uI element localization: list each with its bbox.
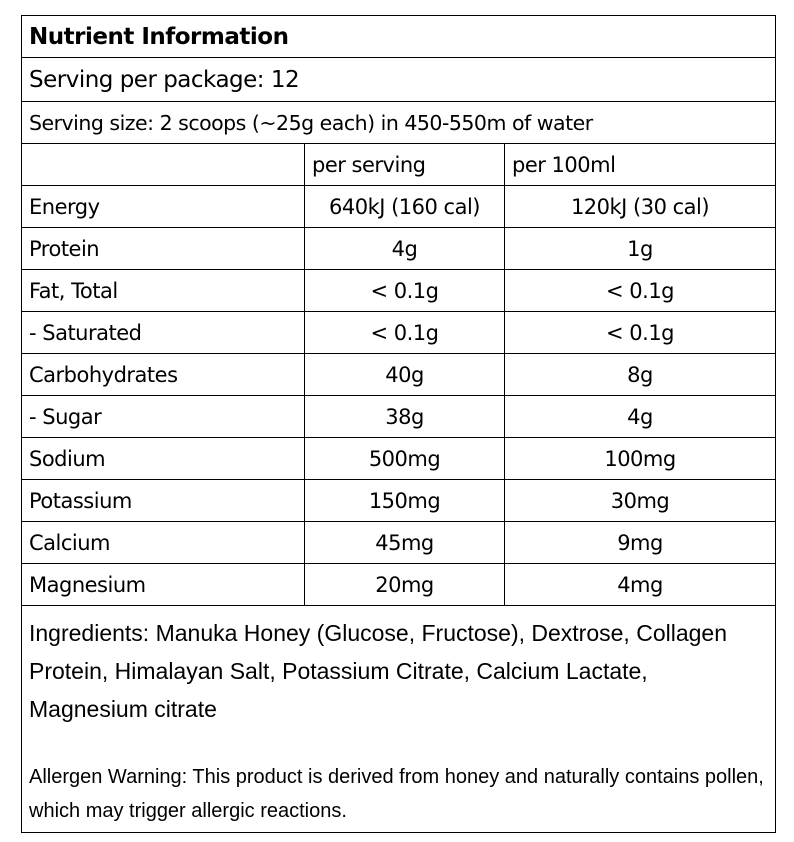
nutrient-name: Potassium bbox=[21, 479, 305, 522]
per-100ml-value: 120kJ (30 cal) bbox=[503, 185, 777, 228]
per-serving-value: 4g bbox=[304, 227, 505, 270]
serving-per-package: Serving per package: 12 bbox=[20, 57, 777, 102]
allergen-warning: Allergen Warning: This product is derive… bbox=[29, 766, 764, 822]
nutrient-name: - Saturated bbox=[21, 311, 305, 354]
per-100ml-value: 4mg bbox=[503, 563, 777, 606]
per-serving-value: 150mg bbox=[304, 479, 505, 522]
nutrient-name: Magnesium bbox=[21, 563, 305, 606]
table-title: Nutrient Information bbox=[20, 15, 777, 58]
per-100ml-value: 30mg bbox=[503, 479, 777, 522]
nutrient-name: - Sugar bbox=[21, 395, 305, 438]
per-serving-value: 38g bbox=[304, 395, 505, 438]
header-per-100ml: per 100ml bbox=[503, 143, 777, 186]
table-row: - Saturated < 0.1g < 0.1g bbox=[21, 311, 777, 354]
header-row: per serving per 100ml bbox=[21, 143, 777, 186]
table-row: Fat, Total < 0.1g < 0.1g bbox=[21, 269, 777, 312]
per-serving-value: 500mg bbox=[304, 437, 505, 480]
per-serving-value: 45mg bbox=[304, 521, 505, 564]
table-row: Protein 4g 1g bbox=[21, 227, 777, 270]
ingredients-cell: Ingredients: Manuka Honey (Glucose, Fruc… bbox=[20, 605, 777, 833]
table-row: Energy 640kJ (160 cal) 120kJ (30 cal) bbox=[21, 185, 777, 228]
per-100ml-value: < 0.1g bbox=[503, 269, 777, 312]
per-100ml-value: 4g bbox=[503, 395, 777, 438]
per-serving-value: 20mg bbox=[304, 563, 505, 606]
ingredients-text: Ingredients: Manuka Honey (Glucose, Fruc… bbox=[29, 620, 727, 722]
nutrient-name: Fat, Total bbox=[21, 269, 305, 312]
header-per-serving: per serving bbox=[304, 143, 505, 186]
per-100ml-value: 9mg bbox=[503, 521, 777, 564]
per-serving-value: < 0.1g bbox=[304, 269, 505, 312]
per-100ml-value: 1g bbox=[503, 227, 777, 270]
nutrition-table: Nutrient Information Serving per package… bbox=[20, 15, 777, 833]
table-row: Magnesium 20mg 4mg bbox=[21, 563, 777, 606]
table-row: Calcium 45mg 9mg bbox=[21, 521, 777, 564]
nutrient-name: Carbohydrates bbox=[21, 353, 305, 396]
nutrient-name: Sodium bbox=[21, 437, 305, 480]
serving-size: Serving size: 2 scoops (~25g each) in 45… bbox=[20, 101, 777, 144]
header-blank bbox=[21, 143, 305, 186]
nutrient-name: Protein bbox=[21, 227, 305, 270]
nutrient-name: Calcium bbox=[21, 521, 305, 564]
nutrient-name: Energy bbox=[21, 185, 305, 228]
table-row: Carbohydrates 40g 8g bbox=[21, 353, 777, 396]
table-row: Sodium 500mg 100mg bbox=[21, 437, 777, 480]
table-row: Potassium 150mg 30mg bbox=[21, 479, 777, 522]
table-row: - Sugar 38g 4g bbox=[21, 395, 777, 438]
per-serving-value: 640kJ (160 cal) bbox=[304, 185, 505, 228]
per-100ml-value: 100mg bbox=[503, 437, 777, 480]
per-100ml-value: 8g bbox=[503, 353, 777, 396]
per-serving-value: 40g bbox=[304, 353, 505, 396]
per-serving-value: < 0.1g bbox=[304, 311, 505, 354]
per-100ml-value: < 0.1g bbox=[503, 311, 777, 354]
